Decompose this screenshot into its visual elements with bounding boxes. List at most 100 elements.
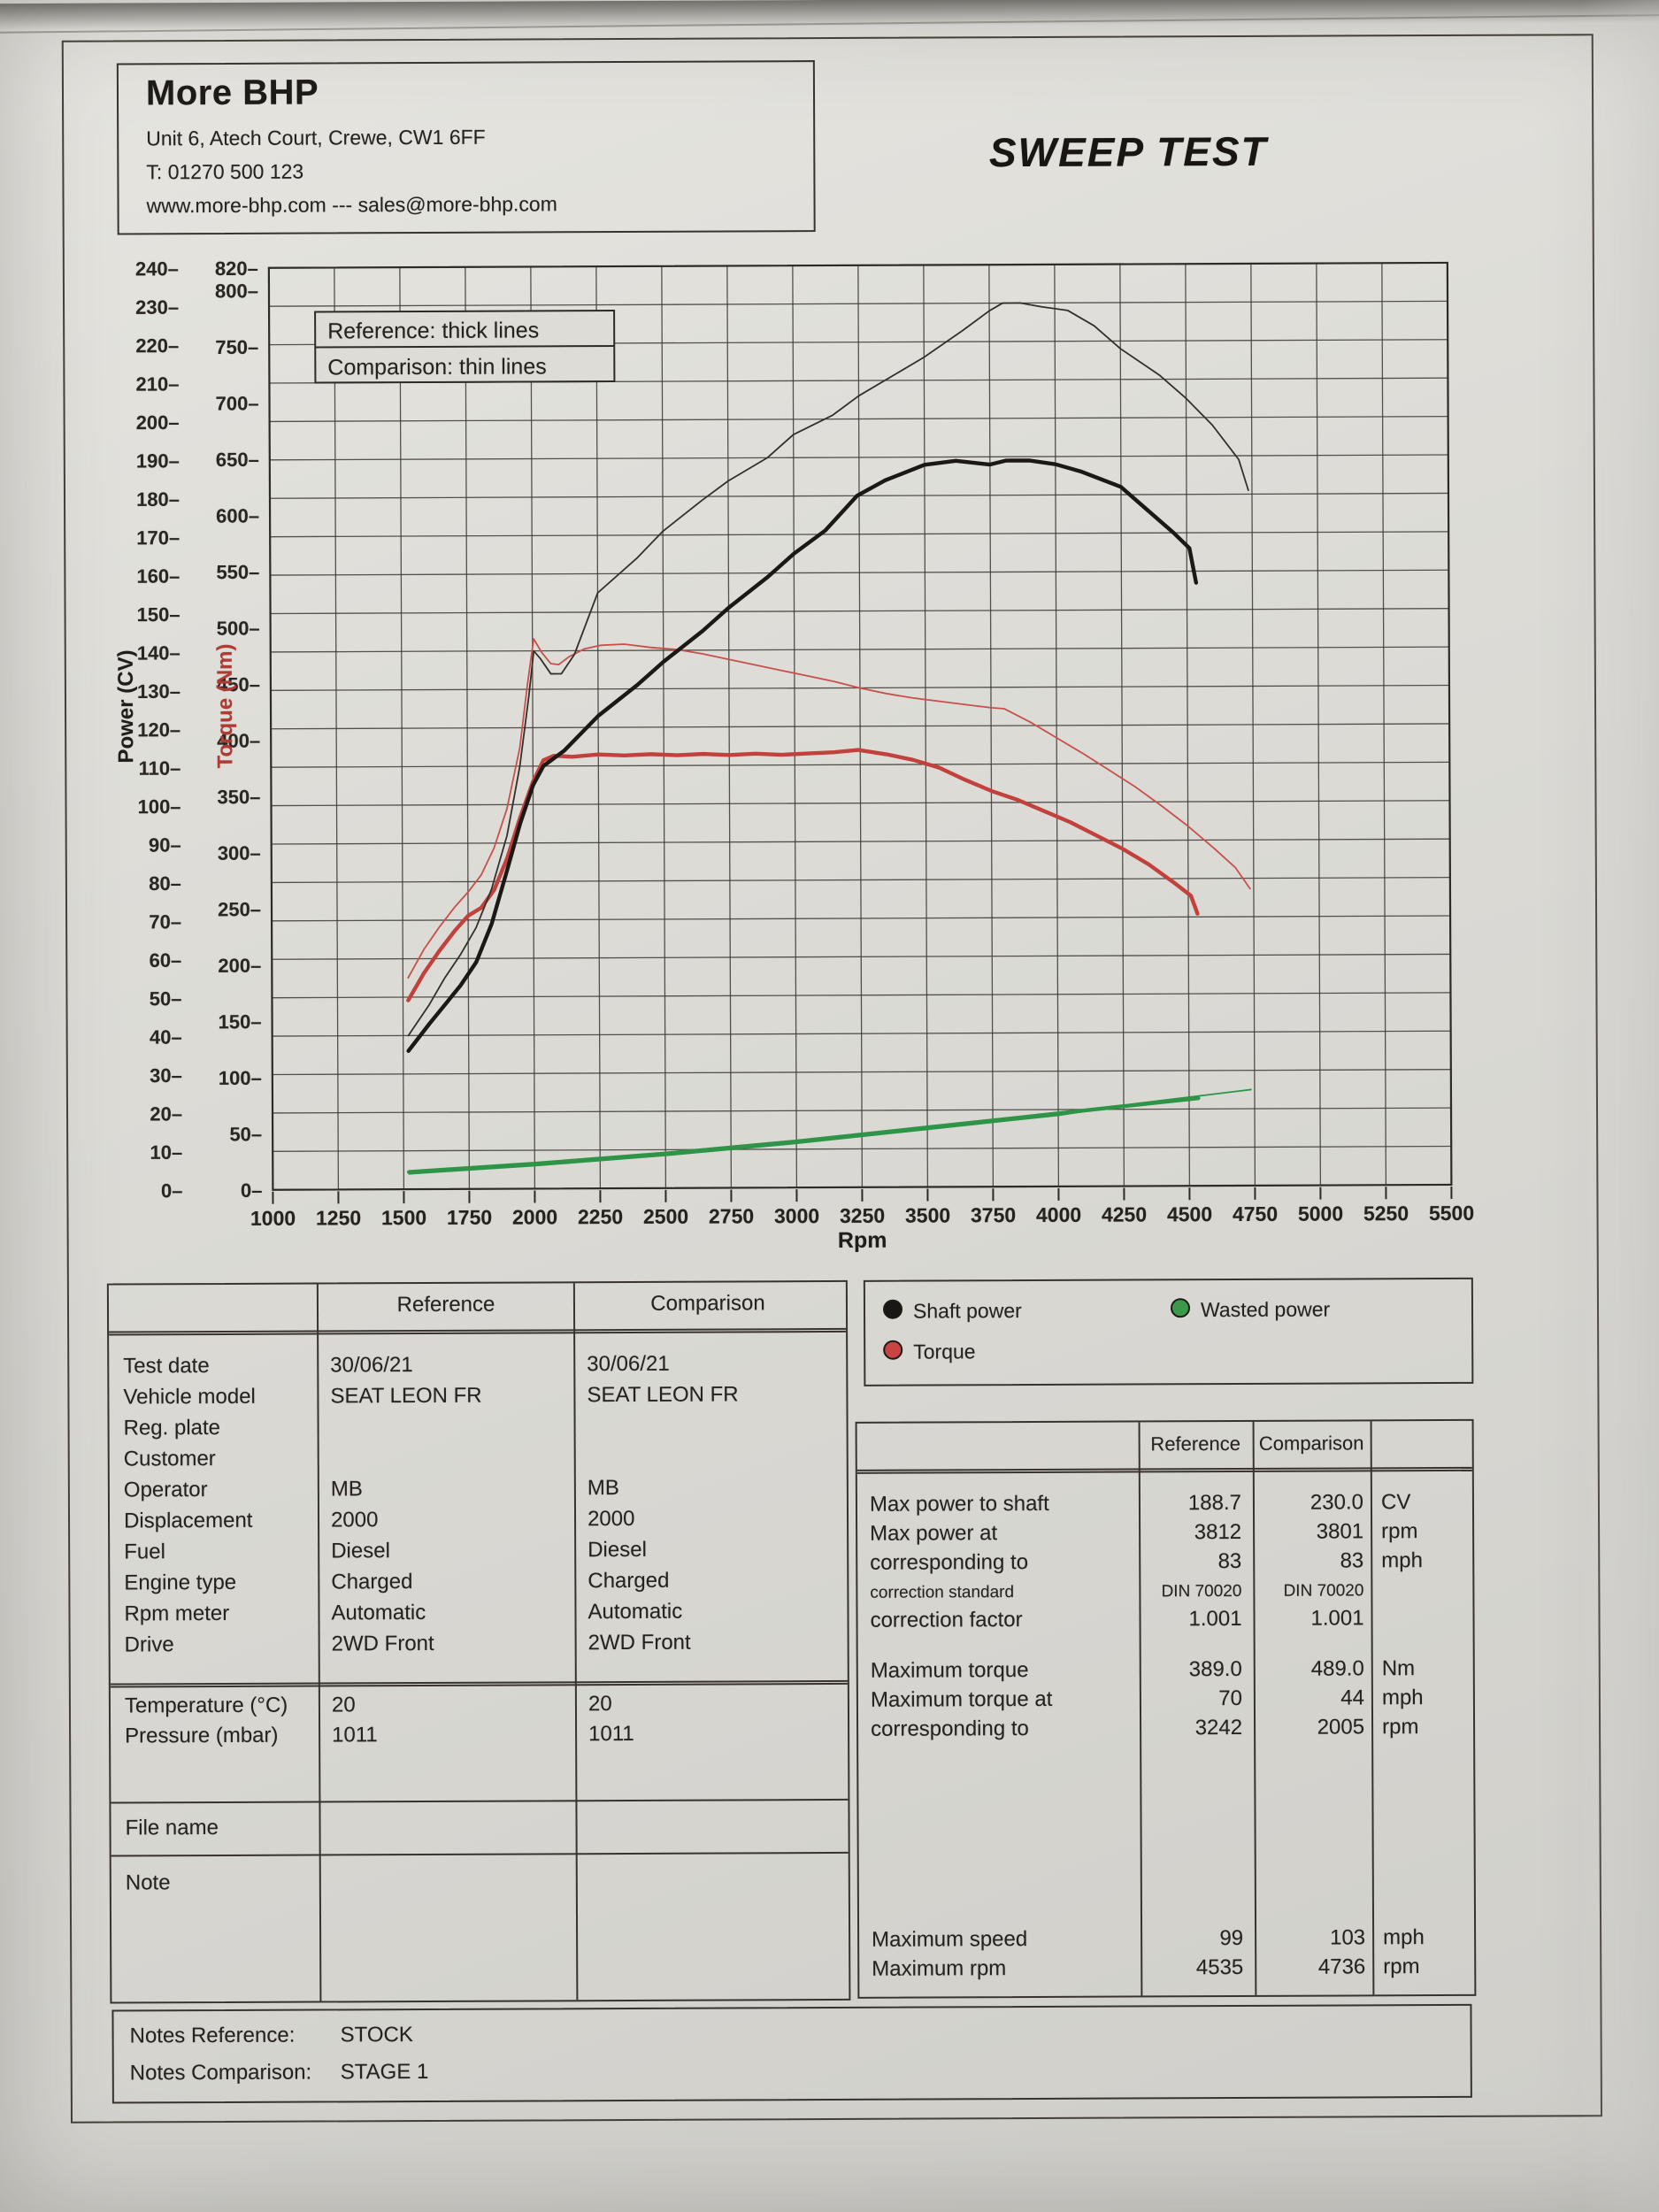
torque-tick-label: 200– — [218, 955, 261, 977]
info-row-value: 20 — [588, 1692, 612, 1717]
info-row-value: 2000 — [330, 1508, 379, 1532]
grid-line-h — [269, 300, 1448, 307]
grid-line-h — [270, 531, 1449, 538]
info-row-label: Reg. plate — [123, 1416, 221, 1440]
rpm-tick-label: 4250 — [1102, 1202, 1147, 1225]
power-tick-label: 190– — [136, 449, 180, 472]
info-col-header-comparison: Comparison — [650, 1291, 765, 1316]
info-table-divider — [572, 1283, 579, 2001]
power-tick-label: 210– — [135, 373, 179, 395]
torque-tick-label: 450– — [217, 673, 260, 695]
result-comparison-value: 4736 — [1317, 1955, 1366, 1979]
power-axis-title: Power (CV) — [114, 649, 139, 763]
grid-line-h — [271, 723, 1450, 730]
grid-line-h — [272, 915, 1451, 922]
section-rule — [111, 1798, 849, 1804]
rpm-tick-label: 4500 — [1167, 1202, 1212, 1225]
torque-axis-title: Torque (Nm) — [213, 643, 238, 768]
grid-line-h — [273, 1145, 1452, 1152]
power-tick-label: 140– — [137, 641, 180, 664]
result-row-label: Maximum speed — [872, 1927, 1028, 1952]
torque-label: Torque — [913, 1340, 976, 1363]
info-row-value: Automatic — [588, 1599, 683, 1624]
result-comparison-value: 489.0 — [1310, 1656, 1364, 1681]
curve-reference-wasted-power — [407, 1095, 1201, 1174]
result-reference-value: 3242 — [1194, 1715, 1243, 1740]
torque-tick-label: 800– — [215, 280, 258, 302]
power-tick-label: 50– — [150, 987, 182, 1010]
torque-tick-label: 150– — [219, 1010, 262, 1033]
rpm-tick-label: 1000 — [250, 1207, 296, 1230]
torque-tick-label: 700– — [216, 392, 259, 414]
info-row-label: Customer — [123, 1447, 216, 1471]
result-unit: mph — [1381, 1548, 1423, 1573]
power-tick-label: 100– — [138, 795, 181, 818]
rpm-tick-label: 2250 — [578, 1205, 623, 1228]
torque-tick-label: 400– — [217, 730, 260, 752]
info-row-value: MB — [587, 1476, 619, 1501]
info-row-value: SEAT LEON FR — [587, 1382, 739, 1408]
info-row-value: 30/06/21 — [587, 1351, 670, 1377]
reference-note: Reference: thick lines — [327, 318, 539, 343]
torque-tick-label: 250– — [218, 898, 261, 920]
grid-line-h — [272, 1030, 1451, 1037]
rpm-tick-label: 4750 — [1233, 1202, 1278, 1225]
results-table-divider — [1370, 1421, 1375, 1995]
power-tick-label: 80– — [149, 872, 181, 895]
grid-line-h — [270, 569, 1449, 576]
results-table: Reference Comparison Max power to shaft 1… — [855, 1418, 1477, 1999]
power-tick-label: 110– — [139, 757, 181, 780]
rpm-tick-label: 1500 — [381, 1206, 426, 1229]
info-row-label: Fuel — [124, 1540, 165, 1564]
torque-tick-label: 550– — [216, 561, 259, 583]
wasted-power-label: Wasted power — [1200, 1297, 1331, 1322]
result-reference-value: 188.7 — [1187, 1490, 1242, 1516]
result-comparison-value: 44 — [1340, 1686, 1364, 1710]
notes-comparison-value: STAGE 1 — [340, 2059, 429, 2085]
torque-tick-label: 500– — [217, 617, 260, 639]
grid-line-h — [269, 415, 1448, 423]
torque-tick-label: 300– — [218, 842, 261, 864]
info-row-label: Rpm meter — [124, 1601, 230, 1626]
result-row-label: corresponding to — [871, 1717, 1029, 1741]
rpm-tick-label: 2500 — [643, 1205, 688, 1228]
power-tick-label: 30– — [150, 1064, 182, 1087]
power-tick-label: 240– — [135, 257, 179, 280]
curve-comparison-shaft-power — [407, 302, 1249, 1037]
result-unit: rpm — [1383, 1955, 1420, 1979]
info-row-label: Note — [125, 1870, 171, 1895]
curve-legend-box: Shaft power Wasted power Torque — [863, 1277, 1474, 1386]
result-comparison-value: 103 — [1330, 1925, 1366, 1950]
header-double-rule — [856, 1466, 1472, 1474]
rpm-tick-label: 2750 — [709, 1204, 754, 1227]
info-row-value: 1011 — [588, 1721, 634, 1747]
vehicle-info-table: Reference Comparison Test date 30/06/21 30… — [106, 1279, 851, 2004]
result-unit: Nm — [1381, 1656, 1416, 1681]
info-row-label: Drive — [124, 1632, 174, 1657]
result-unit: rpm — [1382, 1715, 1419, 1740]
results-col-header-reference: Reference — [1150, 1432, 1240, 1455]
power-tick-label: 170– — [136, 526, 180, 549]
info-col-header-reference: Reference — [396, 1292, 495, 1317]
result-comparison-value: 83 — [1340, 1548, 1364, 1573]
rpm-tick-label: 3000 — [774, 1204, 819, 1227]
info-row-value: 1011 — [332, 1723, 378, 1747]
power-tick-label: 180– — [136, 488, 180, 511]
notes-reference-value: STOCK — [340, 2023, 413, 2047]
torque-tick-label: 600– — [216, 504, 259, 526]
info-row-label: Engine type — [124, 1570, 237, 1595]
rpm-tick-label: 4000 — [1036, 1203, 1081, 1226]
info-table-divider — [316, 1284, 322, 2001]
power-tick-label: 230– — [135, 296, 179, 319]
result-unit: CV — [1380, 1490, 1411, 1515]
power-tick-label: 220– — [135, 334, 179, 357]
result-reference-value: 389.0 — [1188, 1656, 1242, 1682]
rpm-tick-label: 1750 — [447, 1206, 492, 1229]
rpm-tick-label: 2000 — [512, 1205, 557, 1228]
power-tick-label: 20– — [150, 1102, 182, 1125]
info-row-label: Displacement — [123, 1508, 253, 1533]
power-tick-label: 120– — [137, 718, 180, 741]
curve-comparison-torque — [407, 638, 1251, 979]
